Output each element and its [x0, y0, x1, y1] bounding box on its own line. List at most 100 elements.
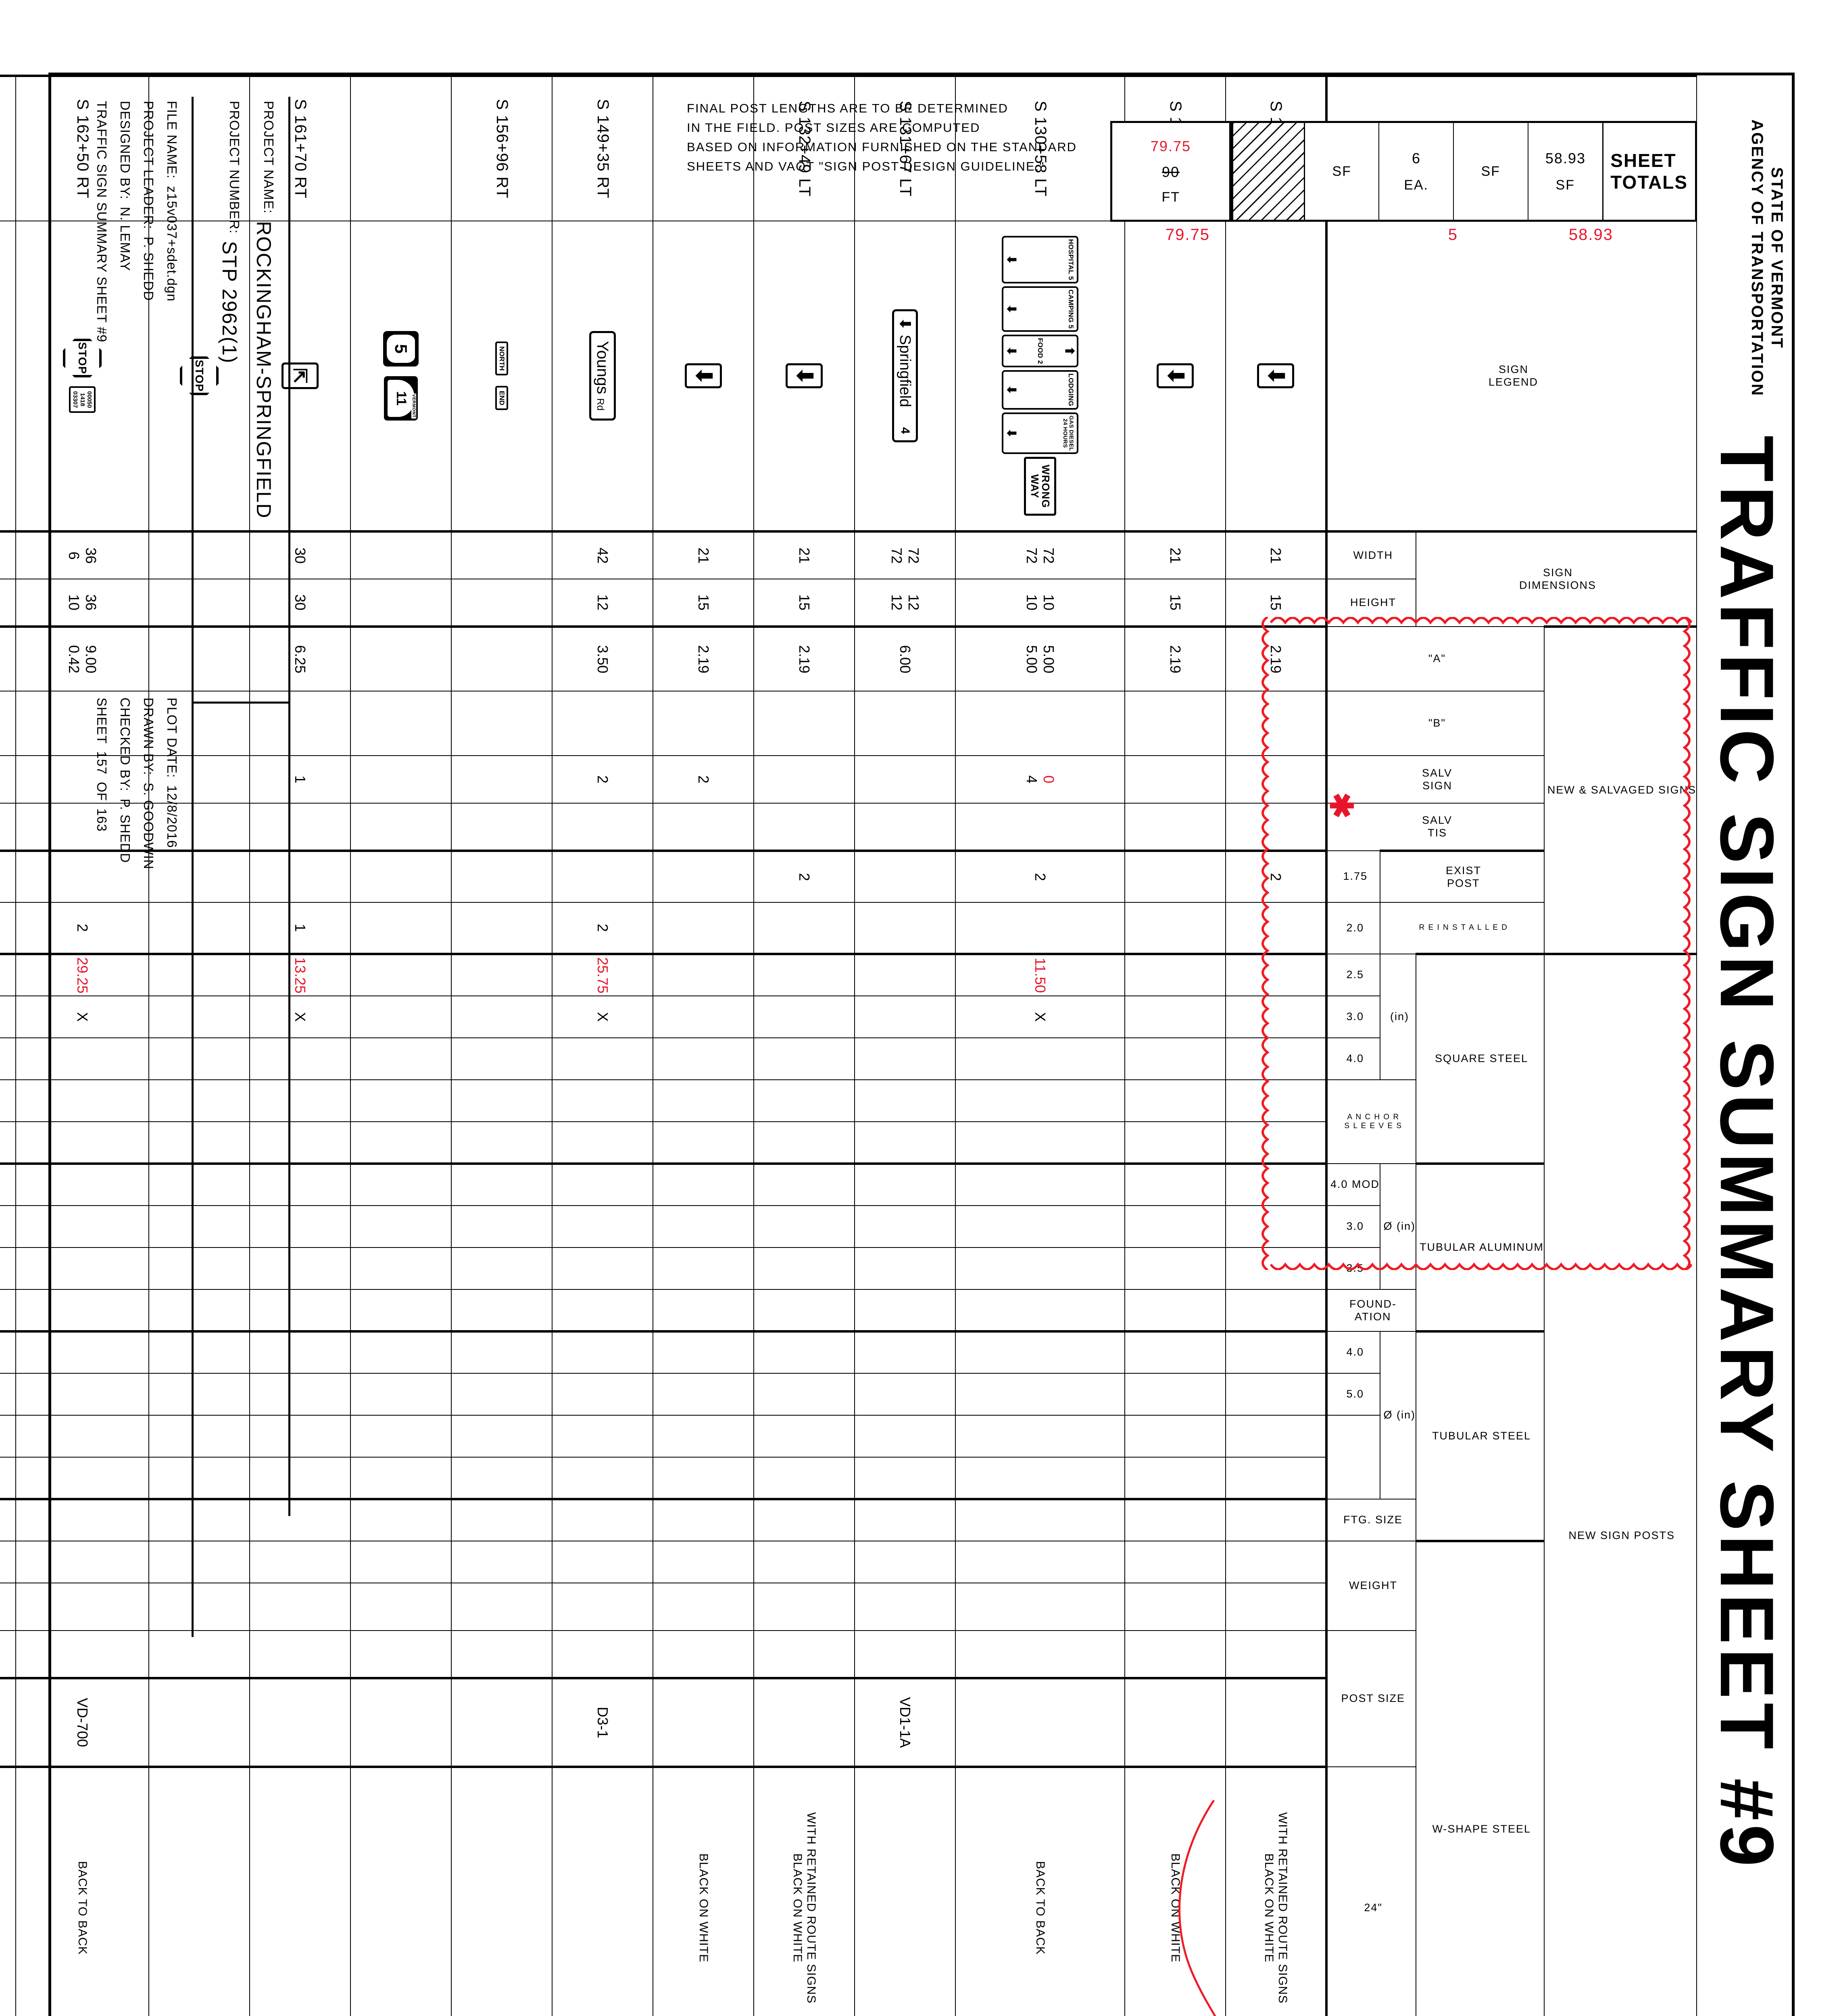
row-ta-foundation — [754, 1289, 855, 1331]
row-ts-30 — [955, 1331, 1125, 1373]
row-anchor — [955, 1080, 1125, 1122]
row-sign-legend: 5 VERMONT 11 — [350, 221, 452, 531]
row-ta-40mod — [754, 1248, 855, 1289]
row-sign-legend: Youngs Rd — [552, 221, 653, 531]
row-weight — [1226, 1583, 1327, 1631]
table-row[interactable]: S 149+35 RT Youngs Rd 42 12 3.50 2 2 — [552, 76, 653, 2016]
row-post-size — [552, 1631, 653, 1678]
row-reference — [350, 1678, 452, 1767]
header-ta-40-mod: 4.0 MOD — [1326, 1164, 1380, 1206]
table-row[interactable]: S 129+58 LT ⬇ 21 15 2.19 2 — [1226, 76, 1327, 2016]
title-block-details: FILE NAME: z15v037+sdet.dgn PLOT DATE: 1… — [92, 101, 181, 1633]
youngs-road-street-sign-icon: Youngs Rd — [589, 331, 616, 421]
table-row[interactable]: S 156+96 RT NORTH END — [451, 76, 553, 2016]
plot-date-label: PLOT DATE: — [165, 698, 179, 778]
row-ts-40 — [754, 1415, 855, 1457]
row-ts-50 — [1226, 1457, 1327, 1499]
header-tubular-steel: TUBULAR STEEL — [1416, 1331, 1544, 1541]
row-ta-foundation — [1125, 1289, 1226, 1331]
row-ta-40mod — [451, 1248, 553, 1289]
row-ts-40 — [350, 1415, 452, 1457]
row-ss-20 — [1125, 996, 1226, 1038]
row-height: 15 — [1125, 579, 1226, 627]
row-anchor — [552, 1080, 653, 1122]
row-weight — [955, 1583, 1125, 1631]
row-area-a: 2.19 — [1125, 627, 1226, 691]
row-exist-post — [0, 851, 16, 902]
table-row[interactable]: S 130+58 LT ⬇ 21 15 2.19 — [1125, 76, 1226, 2016]
totals-value-ea: 6 — [1412, 150, 1421, 167]
designed-by-label: DESIGNED BY: — [118, 101, 133, 200]
sheet-title-row: TRAFFIC SIGN SUMMARY SHEET #9 — [92, 101, 112, 698]
row-ta-foundation — [552, 1289, 653, 1331]
row-post-size — [1125, 1631, 1226, 1678]
row-ftg-30 — [653, 1541, 754, 1583]
sheet-title-value: TRAFFIC SIGN SUMMARY SHEET #9 — [94, 101, 110, 343]
table-body: S 129+58 LT ⬇ 21 15 2.19 2 — [0, 76, 1327, 2016]
row-remarks: WITH RETAINED ROUTE SIGNS BLACK ON WHITE — [754, 1767, 855, 2016]
row-sign-legend — [0, 221, 16, 531]
row-reference — [955, 1678, 1125, 1767]
row-area-b — [0, 691, 16, 756]
row-sleeve — [855, 1122, 956, 1164]
row-remarks — [250, 1767, 351, 2016]
header-ta-40: 4.0 — [1326, 1038, 1380, 1080]
row-salv-tis — [1226, 803, 1327, 851]
row-sleeve — [653, 1122, 754, 1164]
row-ts-35 — [1125, 1373, 1226, 1415]
row-area-a — [0, 627, 16, 691]
totals-ft-red: 79.75 — [1150, 137, 1191, 154]
row-post-size — [754, 1631, 855, 1678]
row-remarks: BLACK ON WHITE — [653, 1767, 754, 2016]
row-no-posts — [1125, 902, 1226, 954]
header-ts-30: 3.0 — [1326, 1206, 1380, 1248]
checked-by-value: P. SHEDD — [118, 798, 133, 863]
row-salv-sign — [0, 756, 16, 803]
row-area-a — [451, 627, 553, 691]
row-ta-40mod — [552, 1248, 653, 1289]
row-reference: VD-700 — [16, 1678, 149, 1767]
vermont-route-11-shield-icon: VERMONT 11 — [384, 376, 418, 421]
row-ss-175: 25.75 — [552, 954, 653, 996]
row-ta-40 — [350, 1206, 452, 1248]
row-width — [451, 531, 553, 579]
row-sleeve — [552, 1122, 653, 1164]
row-sleeve — [451, 1122, 553, 1164]
row-no-posts — [1226, 902, 1327, 954]
row-weight — [1125, 1583, 1226, 1631]
row-post-size — [149, 1631, 250, 1678]
row-ss-25 — [855, 1038, 956, 1080]
row-weight — [0, 1583, 16, 1631]
row-ta-foundation — [451, 1289, 553, 1331]
header-ts-50: 5.0 — [1326, 1373, 1380, 1415]
row-ss-25 — [350, 1038, 452, 1080]
table-row[interactable] — [0, 76, 16, 2016]
row-ftg-24 — [754, 1499, 855, 1541]
table-row[interactable]: 5 VERMONT 11 — [350, 76, 452, 2016]
row-ta-30 — [754, 1164, 855, 1206]
row-reference — [653, 1678, 754, 1767]
row-ts-35 — [552, 1373, 653, 1415]
row-ts-50 — [0, 1457, 16, 1499]
row-ta-30 — [653, 1164, 754, 1206]
row-weight — [653, 1583, 754, 1631]
row-height — [451, 579, 553, 627]
file-name-row: FILE NAME: z15v037+sdet.dgn — [162, 101, 181, 698]
row-reference — [0, 1678, 16, 1767]
row-ta-40mod — [1226, 1248, 1327, 1289]
row-salv-sign — [451, 756, 553, 803]
row-ss-175 — [653, 954, 754, 996]
row-ss-20: X — [552, 996, 653, 1038]
row-ss-175 — [0, 954, 16, 996]
row-ta-40 — [0, 1206, 16, 1248]
row-ta-foundation — [653, 1289, 754, 1331]
row-ss-175 — [451, 954, 553, 996]
row-ftg-30 — [350, 1541, 452, 1583]
row-width: 42 — [552, 531, 653, 579]
checked-by-row: CHECKED BY: P. SHEDD — [115, 698, 135, 1294]
row-ftg-24 — [451, 1499, 553, 1541]
row-ts-35 — [754, 1373, 855, 1415]
row-ts-30 — [653, 1331, 754, 1373]
row-exist-post — [1125, 851, 1226, 902]
row-ta-foundation — [0, 1289, 16, 1331]
